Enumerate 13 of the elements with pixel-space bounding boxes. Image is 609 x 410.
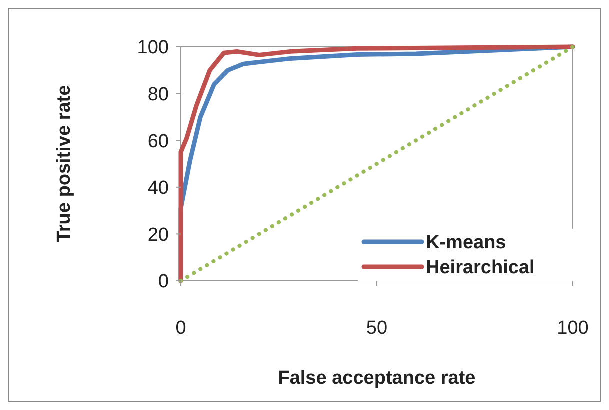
y-tick-label: 20 [148, 224, 169, 246]
y-tick-label: 0 [158, 272, 169, 293]
y-tick-label: 100 [137, 38, 169, 59]
legend-label: K-means [426, 232, 506, 254]
x-axis-title: False acceptance rate [278, 368, 476, 389]
legend-label: Heirarchical [426, 258, 535, 279]
y-tick-label: 40 [148, 178, 169, 200]
x-tick-label: 0 [176, 318, 186, 339]
x-tick-label: 50 [366, 318, 388, 339]
y-axis-title: True positive rate [54, 85, 75, 243]
y-tick-label: 80 [148, 84, 169, 106]
y-tick-label: 60 [148, 131, 169, 152]
x-tick-label: 100 [557, 318, 589, 339]
